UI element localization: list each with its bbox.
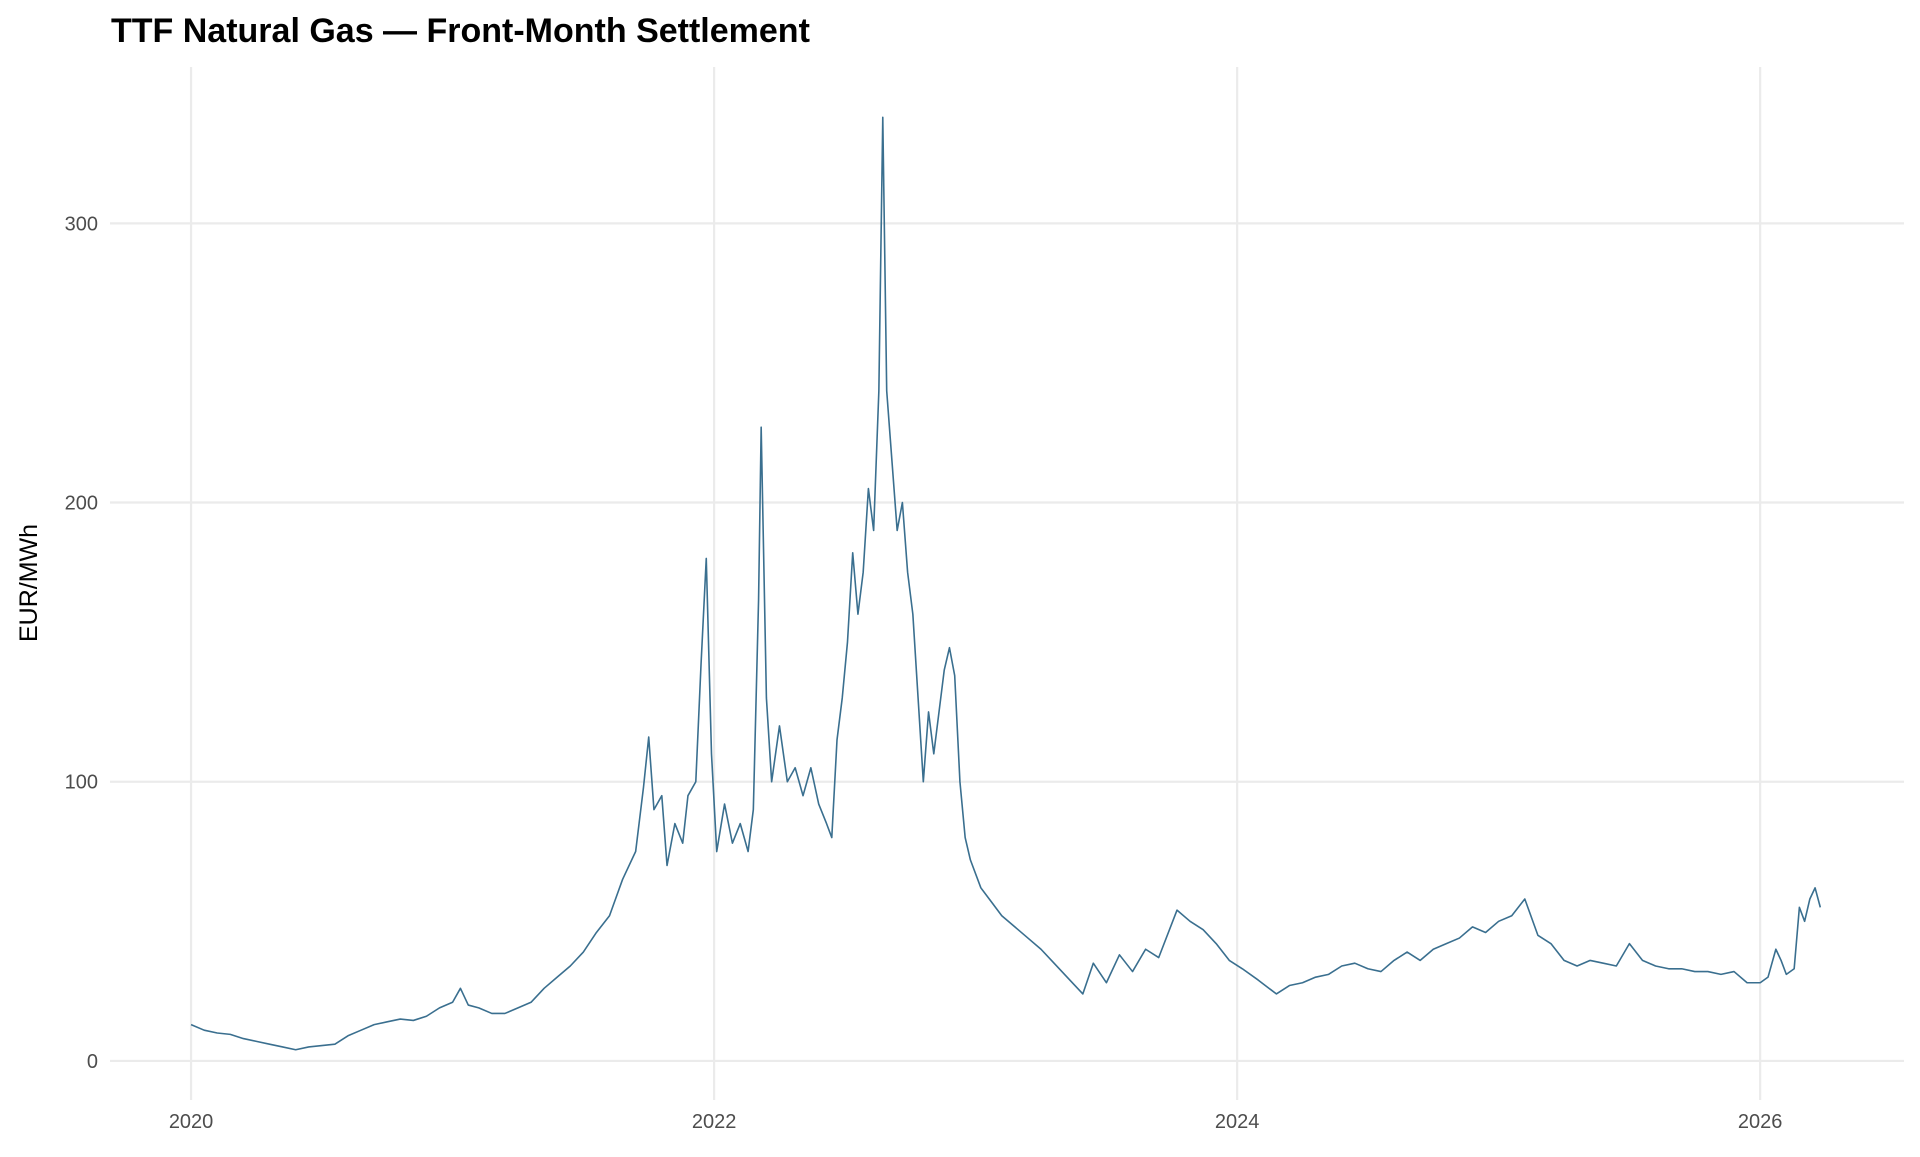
chart-title: TTF Natural Gas — Front-Month Settlement	[111, 12, 810, 50]
y-tick-label: 300	[65, 213, 98, 235]
y-tick-label: 100	[65, 772, 98, 794]
grid: 0 100 200 300 2020 2022 2024 2026	[65, 67, 1904, 1133]
plot	[190, 116, 1822, 1051]
data-line	[190, 116, 1822, 1051]
x-tick-label: 2020	[169, 1111, 214, 1133]
y-tick-label: 0	[87, 1051, 98, 1073]
y-tick-label: 200	[65, 493, 98, 515]
x-tick-label: 2026	[1738, 1111, 1783, 1133]
x-tick-label: 2022	[692, 1111, 737, 1133]
y-axis-label: EUR/MWh	[15, 524, 43, 642]
x-tick-label: 2024	[1215, 1111, 1260, 1133]
